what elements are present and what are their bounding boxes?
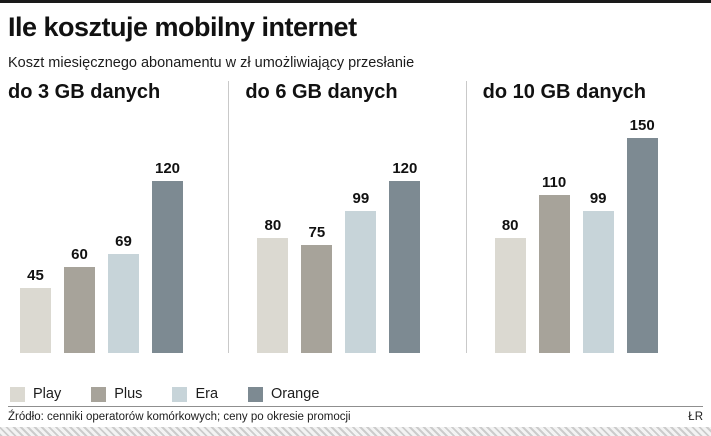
bar — [301, 244, 333, 353]
bar-value-label: 69 — [115, 232, 132, 250]
bar — [494, 237, 526, 353]
bar-orange: 120 — [389, 159, 421, 353]
bar-era: 99 — [582, 189, 614, 353]
legend-item-plus: Plus — [91, 386, 142, 402]
bar-plus: 75 — [301, 223, 333, 353]
bar-value-label: 99 — [352, 189, 370, 207]
legend-item-play: Play — [10, 386, 61, 402]
legend-item-orange: Orange — [248, 386, 319, 402]
bar-play: 80 — [494, 216, 526, 353]
legend-label: Orange — [271, 386, 320, 402]
bar-value-label: 80 — [501, 216, 519, 234]
bar-plus: 110 — [538, 173, 570, 353]
legend-swatch — [172, 386, 188, 402]
bar-value-label: 80 — [264, 216, 282, 234]
bar-value-label: 120 — [392, 159, 418, 177]
bar — [20, 287, 51, 353]
bar-plus: 60 — [64, 246, 95, 353]
bar-play: 80 — [257, 216, 289, 353]
bar-value-label: 110 — [542, 173, 567, 191]
legend-item-era: Era — [172, 386, 218, 402]
bar-era: 69 — [108, 233, 139, 353]
group-title: do 10 GB danych — [482, 80, 647, 103]
chart-group: do 6 GB danych 80 75 99 120 — [228, 80, 465, 353]
footer: Źródło: cenniki operatorów komórkowych; … — [8, 406, 703, 423]
bar-value-label: 45 — [27, 266, 44, 284]
page-title: Ile kosztuje mobilny internet — [8, 12, 357, 42]
bar-value-label: 150 — [629, 116, 655, 134]
chart-group: do 10 GB danych 80 110 99 150 — [465, 80, 703, 353]
bar-row: 80 110 99 150 — [483, 107, 703, 353]
bar-orange: 150 — [626, 116, 658, 353]
page-subtitle: Koszt miesięcznego abonamentu w zł umożl… — [8, 54, 415, 71]
legend-swatch — [10, 386, 25, 402]
bar-value-label: 99 — [589, 189, 607, 207]
bar — [582, 210, 614, 353]
legend-label: Plus — [114, 386, 143, 402]
bar — [345, 210, 377, 353]
legend-label: Play — [33, 386, 62, 402]
chart-groups: do 3 GB danych 45 60 69 120 do 6 GB danych 80 7… — [8, 80, 703, 353]
bar — [626, 137, 658, 353]
group-title: do 6 GB danych — [245, 80, 398, 103]
bar-orange: 120 — [152, 160, 183, 353]
legend-swatch — [248, 386, 264, 402]
bar — [64, 266, 95, 353]
bar — [257, 237, 289, 353]
legend-swatch — [91, 386, 107, 402]
bar — [389, 180, 421, 353]
bar — [538, 194, 570, 353]
bar — [108, 253, 139, 353]
bar-era: 99 — [345, 189, 377, 353]
author-credit: ŁR — [688, 411, 703, 423]
group-title: do 3 GB danych — [8, 80, 161, 103]
chart-group: do 3 GB danych 45 60 69 120 — [8, 81, 228, 353]
bar-value-label: 120 — [154, 159, 181, 177]
bar-row: 45 60 69 120 — [8, 107, 228, 353]
bar — [152, 180, 183, 353]
bar-value-label: 75 — [308, 223, 326, 241]
legend-label: Era — [195, 386, 219, 402]
bottom-hatch-strip — [0, 427, 711, 436]
bar-value-label: 60 — [71, 245, 88, 263]
chart-legend: Play Plus Era Orange — [10, 386, 319, 402]
bar-row: 80 75 99 120 — [245, 107, 465, 353]
top-rule — [0, 0, 711, 3]
source-note: Źródło: cenniki operatorów komórkowych; … — [8, 411, 351, 423]
bar-play: 45 — [20, 267, 51, 353]
